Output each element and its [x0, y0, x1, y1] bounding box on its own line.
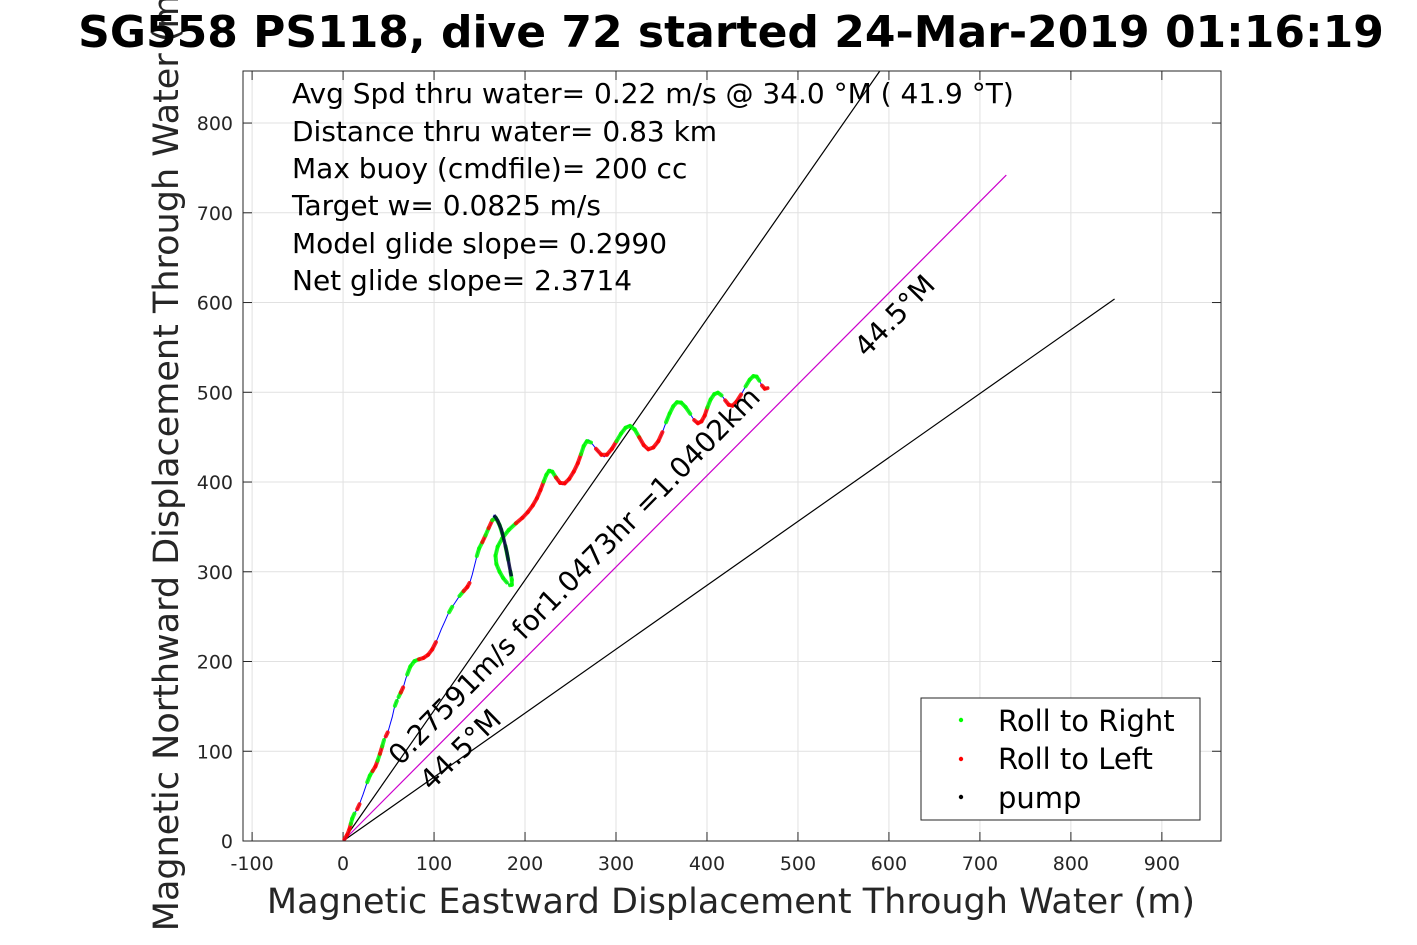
roll-left-marker: [383, 730, 390, 739]
y-tick-label: 0: [221, 831, 233, 853]
y-tick-label: 700: [197, 203, 233, 225]
x-tick-labels: -100 0 100 200 300 400 500 600 700 800 900: [231, 853, 1180, 875]
roll-right-marker: [584, 439, 593, 445]
x-tick-label: 100: [416, 853, 452, 875]
speed-line: [342, 174, 1007, 842]
roll-left-marker: [656, 430, 665, 444]
y-axis-label: Magnetic Northward Displacement Through …: [147, 0, 187, 931]
roll-left-marker: [465, 581, 472, 589]
legend: Roll to Right Roll to Left pump: [920, 697, 1201, 821]
steep-line: [342, 70, 881, 842]
legend-marker-roll-left: [958, 756, 964, 762]
y-tick-labels: 0 100 200 300 400 500 600 700 800: [197, 113, 233, 853]
summary-block: Avg Spd thru water= 0.22 m/s @ 34.0 °M (…: [291, 77, 1014, 297]
summary-line-model-glide: Model glide slope= 0.2990: [292, 227, 667, 260]
chart-title: SG558 PS118, dive 72 started 24-Mar-2019…: [78, 7, 1384, 58]
legend-label-roll-right: Roll to Right: [998, 704, 1175, 738]
roll-right-marker: [392, 699, 399, 708]
y-tick-label: 300: [197, 562, 233, 584]
roll-right-marker: [715, 390, 724, 398]
legend-marker-pump: [958, 794, 964, 800]
roll-left-marker: [430, 640, 438, 652]
y-tick-label: 600: [197, 293, 233, 315]
x-tick-label: 400: [689, 853, 725, 875]
roll-right-marker: [350, 811, 357, 821]
pump-marker: [492, 514, 514, 577]
roll-right-marker: [683, 405, 693, 416]
summary-line-buoy: Max buoy (cmdfile)= 200 cc: [292, 152, 687, 185]
summary-line-net-glide: Net glide slope= 2.3714: [292, 264, 632, 297]
roll-right-marker: [380, 738, 386, 749]
y-tick-label: 800: [197, 113, 233, 135]
x-tick-label: 300: [598, 853, 634, 875]
y-tick-label: 500: [197, 382, 233, 404]
x-tick-label: 900: [1144, 853, 1180, 875]
legend-marker-roll-right: [958, 717, 964, 723]
roll-left-marker: [355, 802, 362, 812]
roll-left-marker: [734, 392, 744, 404]
reference-lines: [342, 70, 1115, 842]
summary-line-speed: Avg Spd thru water= 0.22 m/s @ 34.0 °M (…: [292, 77, 1014, 110]
x-tick-label: 700: [962, 853, 998, 875]
x-tick-label: 200: [507, 853, 543, 875]
dive-track: [342, 374, 770, 842]
roll-left-marker: [762, 386, 770, 391]
x-axis-label: Magnetic Eastward Displacement Through W…: [267, 882, 1195, 922]
legend-label-roll-left: Roll to Left: [998, 742, 1153, 776]
x-tick-label: 600: [871, 853, 907, 875]
legend-label-pump: pump: [998, 781, 1081, 815]
x-tick-label: 500: [780, 853, 816, 875]
x-tick-label: 800: [1053, 853, 1089, 875]
y-tick-label: 400: [197, 472, 233, 494]
roll-right-marker: [754, 374, 762, 383]
x-tick-label: -100: [231, 853, 274, 875]
summary-line-distance: Distance thru water= 0.83 km: [292, 115, 717, 148]
heading-line: [342, 298, 1115, 842]
y-tick-label: 100: [197, 741, 233, 763]
y-tick-label: 200: [197, 652, 233, 674]
x-tick-label: 0: [337, 853, 349, 875]
summary-line-target-w: Target w= 0.0825 m/s: [291, 189, 601, 222]
roll-left-marker: [398, 685, 406, 695]
legend-box: [920, 697, 1201, 821]
roll-right-marker: [447, 604, 455, 615]
plot-frame: [242, 70, 1222, 842]
